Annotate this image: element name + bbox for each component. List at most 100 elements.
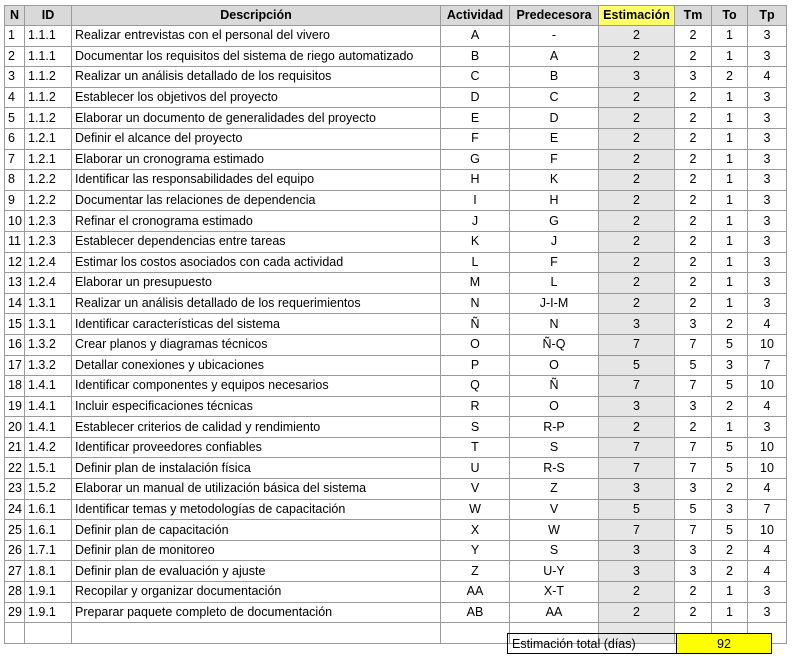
row-tp: 3 [747, 210, 787, 232]
row-tp: 3 [747, 169, 787, 191]
row-tp: 10 [747, 436, 787, 459]
row-tm: 2 [674, 210, 712, 232]
row-estimacion: 7 [598, 436, 675, 459]
row-id: 1.8.1 [24, 560, 72, 583]
row-tp: 10 [747, 457, 787, 480]
row-estimacion: 3 [598, 478, 675, 500]
row-number: 11 [4, 230, 25, 253]
row-to: 1 [711, 416, 748, 438]
row-descripcion: Identificar componentes y equipos necesa… [71, 375, 441, 397]
row-to: 1 [711, 601, 748, 624]
row-predecesora: AA [509, 601, 599, 624]
row-to: 1 [711, 45, 748, 68]
row-to: 2 [711, 560, 748, 583]
row-actividad: E [440, 107, 510, 129]
row-predecesora: H [509, 189, 599, 212]
row-predecesora: V [509, 498, 599, 521]
row-number: 9 [4, 189, 25, 212]
row-id: 1.1.2 [24, 66, 72, 88]
table-row: 11 1.2.3 Establecer dependencias entre tar… [4, 230, 787, 253]
row-id: 1.4.2 [24, 436, 72, 459]
table-row: 5 1.1.2 Elaborar un documento de generalid… [4, 107, 787, 129]
row-tm: 3 [674, 313, 712, 335]
table-row: 25 1.6.1 Definir plan de capacitación X W 7 7 5… [4, 519, 787, 541]
row-estimacion: 3 [598, 539, 675, 562]
row-number: 25 [4, 519, 25, 541]
row-actividad: P [440, 354, 510, 377]
row-tm: 2 [674, 25, 712, 47]
row-actividad: M [440, 272, 510, 294]
row-tp: 7 [747, 498, 787, 521]
row-descripcion: Establecer criterios de calidad y rendim… [71, 416, 441, 438]
row-actividad: F [440, 127, 510, 150]
row-estimacion: 7 [598, 519, 675, 541]
row-number: 1 [4, 25, 25, 47]
row-estimacion: 2 [598, 601, 675, 624]
row-actividad: R [440, 395, 510, 418]
total-label: Estimación total (días) [507, 633, 677, 654]
header-n: N [4, 5, 25, 26]
row-tp: 4 [747, 66, 787, 88]
row-number: 10 [4, 210, 25, 232]
row-to: 1 [711, 251, 748, 274]
row-predecesora: U-Y [509, 560, 599, 583]
row-tm: 2 [674, 581, 712, 603]
table-row: 23 1.5.2 Elaborar un manual de utilización… [4, 478, 787, 500]
row-descripcion: Establecer dependencias entre tareas [71, 230, 441, 253]
row-actividad: S [440, 416, 510, 438]
row-tp: 3 [747, 25, 787, 47]
row-to: 1 [711, 127, 748, 150]
row-actividad: D [440, 86, 510, 109]
row-tm: 3 [674, 395, 712, 418]
row-to: 2 [711, 539, 748, 562]
row-actividad: AA [440, 581, 510, 603]
row-actividad: W [440, 498, 510, 521]
row-predecesora: C [509, 86, 599, 109]
row-id: 1.6.1 [24, 519, 72, 541]
row-descripcion: Preparar paquete completo de documentaci… [71, 601, 441, 624]
row-actividad: B [440, 45, 510, 68]
row-to: 1 [711, 25, 748, 47]
row-number: 12 [4, 251, 25, 274]
row-id: 1.1.2 [24, 86, 72, 109]
row-tm: 5 [674, 498, 712, 521]
row-tm: 7 [674, 519, 712, 541]
row-estimacion: 3 [598, 313, 675, 335]
row-predecesora: A [509, 45, 599, 68]
row-predecesora: J [509, 230, 599, 253]
table-row: 18 1.4.1 Identificar componentes y equipos… [4, 375, 787, 397]
row-predecesora: - [509, 25, 599, 47]
row-to: 5 [711, 519, 748, 541]
row-to: 2 [711, 478, 748, 500]
table-row: 1 1.1.1 Realizar entrevistas con el person… [4, 25, 787, 47]
row-id: 1.3.1 [24, 292, 72, 315]
row-number: 3 [4, 66, 25, 88]
row-estimacion: 7 [598, 375, 675, 397]
row-number: 6 [4, 127, 25, 150]
row-actividad: T [440, 436, 510, 459]
row-to: 5 [711, 375, 748, 397]
row-descripcion: Identificar proveedores confiables [71, 436, 441, 459]
row-tm: 2 [674, 230, 712, 253]
row-actividad: I [440, 189, 510, 212]
row-predecesora: R-S [509, 457, 599, 480]
row-estimacion: 5 [598, 498, 675, 521]
row-tp: 3 [747, 189, 787, 212]
row-id: 1.9.1 [24, 581, 72, 603]
row-tm: 2 [674, 107, 712, 129]
row-tp: 3 [747, 86, 787, 109]
blank-cell [71, 622, 441, 644]
row-tm: 2 [674, 601, 712, 624]
row-descripcion: Recopilar y organizar documentación [71, 581, 441, 603]
row-id: 1.5.1 [24, 457, 72, 480]
header-actividad: Actividad [440, 5, 510, 26]
row-number: 15 [4, 313, 25, 335]
row-tm: 2 [674, 272, 712, 294]
row-id: 1.1.1 [24, 45, 72, 68]
row-actividad: H [440, 169, 510, 191]
row-tp: 3 [747, 601, 787, 624]
row-number: 21 [4, 436, 25, 459]
row-actividad: Q [440, 375, 510, 397]
row-actividad: K [440, 230, 510, 253]
blank-cell [24, 622, 72, 644]
